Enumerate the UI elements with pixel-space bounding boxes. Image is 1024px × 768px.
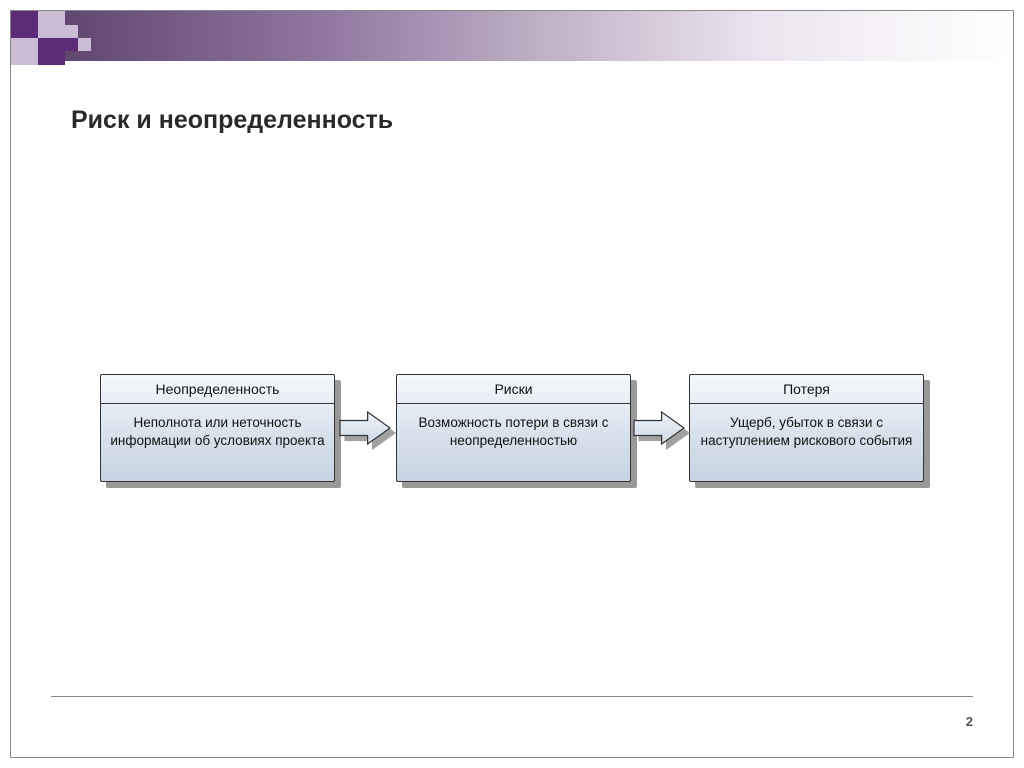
arrow-icon (339, 411, 391, 450)
logo-square (11, 11, 38, 38)
header-gradient (11, 11, 1013, 61)
node-body: Возможность потери в связи с неопределен… (397, 404, 630, 460)
flow-node: РискиВозможность потери в связи с неопре… (396, 374, 631, 482)
arrow-icon (633, 411, 685, 450)
footer-divider (51, 696, 973, 697)
node-body: Ущерб, убыток в связи с наступлением рис… (690, 404, 923, 460)
node-title: Риски (397, 375, 630, 404)
flowchart: НеопределенностьНеполнота или неточность… (71, 371, 971, 501)
node-title: Потеря (690, 375, 923, 404)
page-number: 2 (966, 714, 973, 729)
node-body: Неполнота или неточность информации об у… (101, 404, 334, 460)
logo-square (11, 38, 38, 65)
slide-frame: Риск и неопределенность Неопределенность… (10, 10, 1014, 758)
logo-square (38, 38, 65, 65)
node-title: Неопределенность (101, 375, 334, 404)
flow-node: ПотеряУщерб, убыток в связи с наступлени… (689, 374, 924, 482)
logo-square (65, 38, 78, 51)
logo-square (38, 11, 65, 38)
logo-square (65, 25, 78, 38)
page-title: Риск и неопределенность (71, 106, 393, 135)
flow-node: НеопределенностьНеполнота или неточность… (100, 374, 335, 482)
logo-square (78, 38, 91, 51)
